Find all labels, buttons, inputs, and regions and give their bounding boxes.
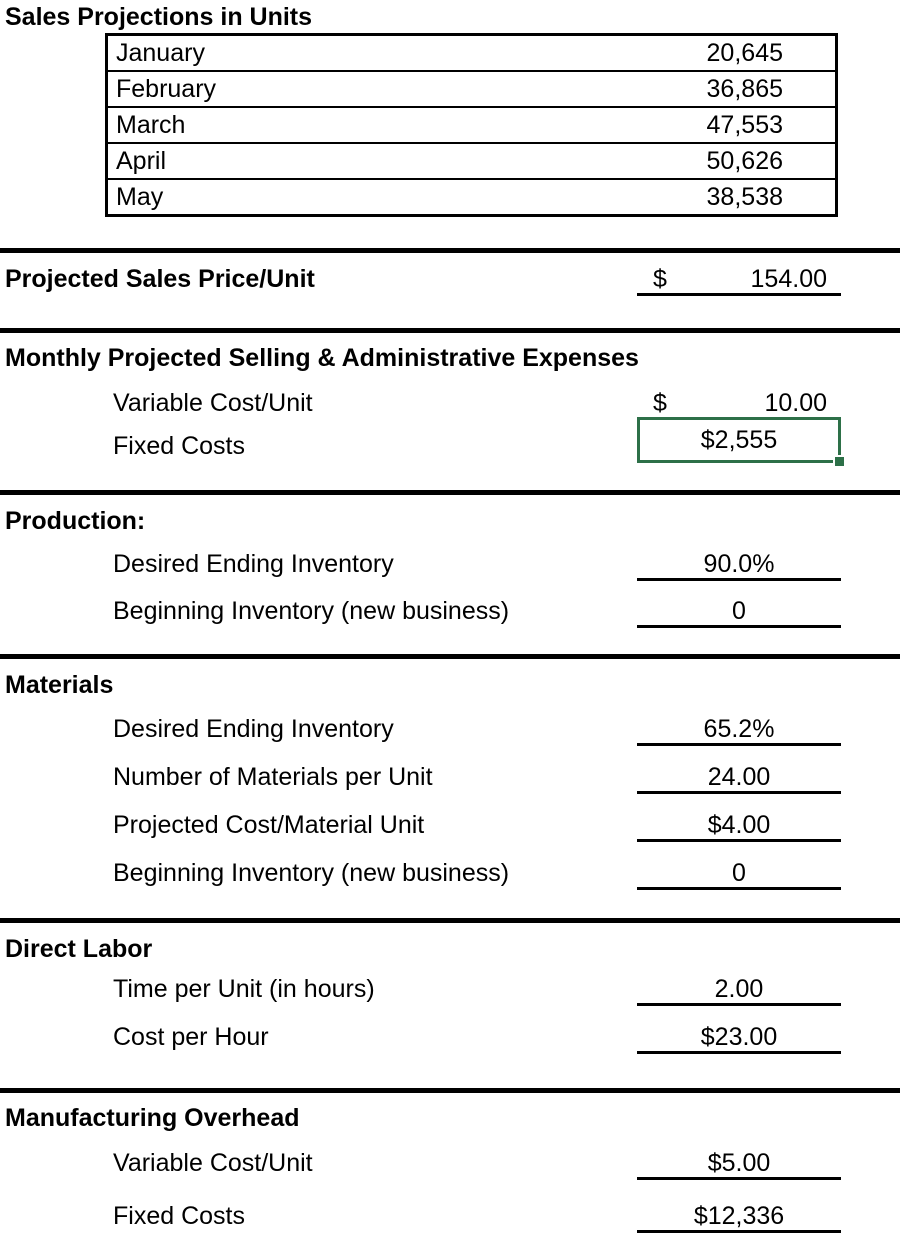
section-header-selling-admin: Monthly Projected Selling & Administrati… (5, 344, 639, 372)
row-label: Variable Cost/Unit (113, 389, 313, 417)
cost-per-hour-cell[interactable]: $23.00 (637, 1024, 841, 1054)
table-row: May 38,538 (108, 180, 835, 214)
row-label: Beginning Inventory (new business) (113, 597, 510, 625)
units-cell[interactable]: 50,626 (706, 146, 783, 175)
section-header-production: Production: (5, 507, 146, 535)
month-cell[interactable]: March (116, 110, 186, 139)
table-row: March 47,553 (108, 108, 835, 144)
table-row: February 36,865 (108, 72, 835, 108)
fixed-costs-value: $2,555 (700, 425, 778, 454)
variable-cost-cell[interactable]: $ 10.00 (637, 390, 841, 417)
section-header-direct-labor: Direct Labor (5, 935, 153, 963)
section-divider (0, 1088, 900, 1093)
materials-per-unit-cell[interactable]: 24.00 (637, 764, 841, 794)
currency-symbol: $ (653, 389, 667, 417)
price-per-unit-cell[interactable]: $ 154.00 (637, 266, 841, 296)
variable-cost-value: 10.00 (764, 389, 827, 417)
selected-cell-fixed-costs[interactable]: $2,555 (637, 417, 846, 468)
section-header-manufacturing-overhead: Manufacturing Overhead (5, 1104, 300, 1132)
row-label: Number of Materials per Unit (113, 763, 433, 791)
section-divider (0, 654, 900, 659)
table-row: April 50,626 (108, 144, 835, 180)
table-row: January 20,645 (108, 36, 835, 72)
currency-symbol: $ (653, 265, 667, 293)
section-header-materials: Materials (5, 671, 114, 699)
production-ending-inventory-cell[interactable]: 90.0% (637, 551, 841, 581)
month-cell[interactable]: April (116, 146, 167, 175)
row-label: Desired Ending Inventory (113, 715, 394, 743)
materials-beginning-inventory-cell[interactable]: 0 (637, 860, 841, 890)
units-cell[interactable]: 38,538 (706, 182, 783, 211)
materials-cost-per-unit-cell[interactable]: $4.00 (637, 812, 841, 842)
sales-projections-table: January 20,645 February 36,865 March 47,… (105, 33, 838, 217)
section-divider (0, 328, 900, 333)
month-cell[interactable]: February (116, 74, 217, 103)
row-label: Cost per Hour (113, 1023, 269, 1051)
row-label: Fixed Costs (113, 1202, 245, 1230)
row-label: Variable Cost/Unit (113, 1149, 313, 1177)
row-label: Time per Unit (in hours) (113, 975, 375, 1003)
materials-ending-inventory-cell[interactable]: 65.2% (637, 716, 841, 746)
units-cell[interactable]: 47,553 (706, 110, 783, 139)
section-divider (0, 248, 900, 253)
price-per-unit-label: Projected Sales Price/Unit (5, 265, 315, 293)
page-title: Sales Projections in Units (5, 3, 313, 31)
overhead-fixed-costs-cell[interactable]: $12,336 (637, 1203, 841, 1233)
row-label: Desired Ending Inventory (113, 550, 394, 578)
row-label: Beginning Inventory (new business) (113, 859, 510, 887)
section-divider (0, 490, 900, 495)
row-label: Projected Cost/Material Unit (113, 811, 425, 839)
fill-handle[interactable] (833, 455, 846, 468)
units-cell[interactable]: 36,865 (706, 74, 783, 103)
month-cell[interactable]: January (116, 38, 205, 67)
time-per-unit-cell[interactable]: 2.00 (637, 976, 841, 1006)
units-cell[interactable]: 20,645 (706, 38, 783, 67)
overhead-variable-cost-cell[interactable]: $5.00 (637, 1150, 841, 1180)
month-cell[interactable]: May (116, 182, 164, 211)
row-label: Fixed Costs (113, 432, 245, 460)
production-beginning-inventory-cell[interactable]: 0 (637, 598, 841, 628)
price-per-unit-value: 154.00 (750, 265, 827, 293)
section-divider (0, 918, 900, 923)
